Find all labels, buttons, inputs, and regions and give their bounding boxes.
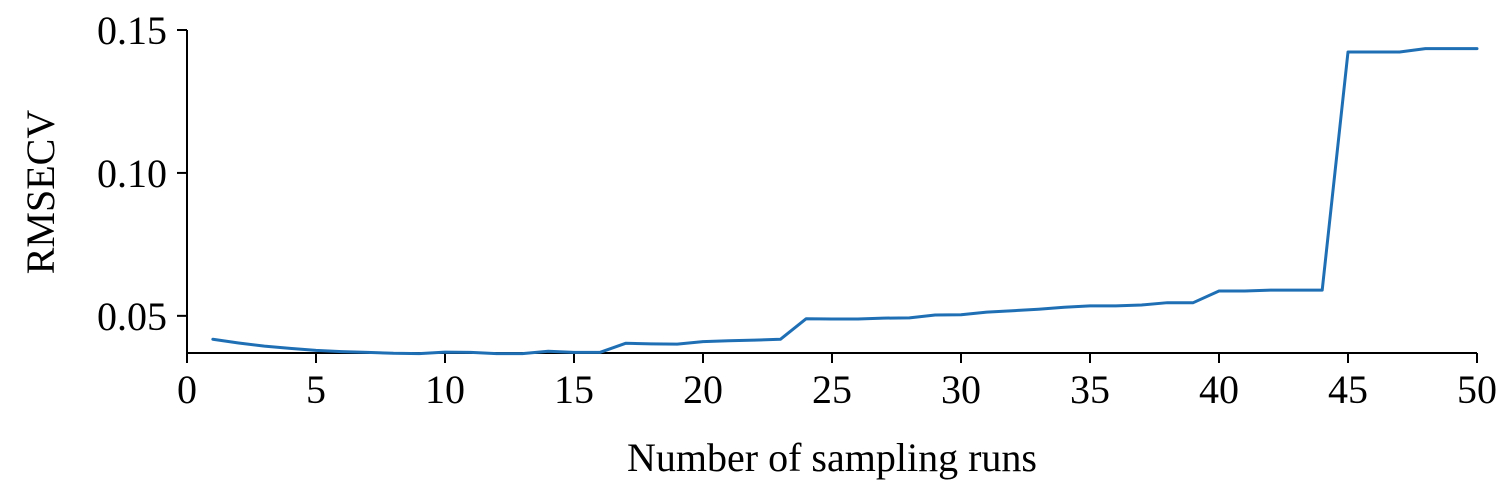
data-point xyxy=(856,317,859,320)
x-tick-label: 35 xyxy=(1070,367,1110,412)
data-point xyxy=(1166,301,1169,304)
data-point xyxy=(727,339,730,342)
data-point xyxy=(1218,289,1221,292)
x-tick-label: 25 xyxy=(812,367,852,412)
data-point xyxy=(908,316,911,319)
y-axis-title: RMSECV xyxy=(18,110,63,275)
axes xyxy=(177,29,1478,363)
data-point xyxy=(547,350,550,353)
data-point xyxy=(418,352,421,355)
x-tick-label: 50 xyxy=(1457,367,1497,412)
data-point xyxy=(960,313,963,316)
data-point xyxy=(340,350,343,353)
series-line xyxy=(211,47,1479,356)
data-point xyxy=(598,351,601,354)
data-point xyxy=(934,313,937,316)
data-point xyxy=(985,311,988,314)
x-tick-label: 40 xyxy=(1199,367,1239,412)
x-tick-label: 20 xyxy=(683,367,723,412)
data-point xyxy=(444,351,447,354)
data-point xyxy=(831,317,834,320)
data-point xyxy=(1037,308,1040,311)
data-point xyxy=(1424,47,1427,50)
data-point xyxy=(805,317,808,320)
data-point xyxy=(263,345,266,348)
x-axis-title: Number of sampling runs xyxy=(627,435,1037,480)
data-point xyxy=(469,351,472,354)
data-point xyxy=(1063,306,1066,309)
data-point xyxy=(1476,47,1479,50)
x-tick-label: 5 xyxy=(306,367,326,412)
data-point xyxy=(1269,289,1272,292)
x-tick-label: 30 xyxy=(941,367,981,412)
data-point xyxy=(1372,51,1375,54)
data-point xyxy=(1243,289,1246,292)
data-point xyxy=(392,352,395,355)
x-tick-label: 0 xyxy=(177,367,197,412)
data-point xyxy=(1450,47,1453,50)
data-point xyxy=(366,351,369,354)
data-point xyxy=(1295,289,1298,292)
data-point xyxy=(676,343,679,346)
series-layer xyxy=(211,47,1479,356)
data-point xyxy=(521,352,524,355)
y-tick-label: 0.10 xyxy=(97,151,167,196)
data-point xyxy=(753,339,756,342)
data-point xyxy=(1321,289,1324,292)
data-point xyxy=(1140,303,1143,306)
data-point xyxy=(1192,301,1195,304)
data-point xyxy=(1089,304,1092,307)
x-tick-label: 10 xyxy=(425,367,465,412)
data-point xyxy=(702,340,705,343)
data-point xyxy=(1347,51,1350,54)
data-point xyxy=(495,352,498,355)
data-point xyxy=(315,349,318,352)
data-point xyxy=(237,341,240,344)
y-tick-label: 0.05 xyxy=(97,294,167,339)
data-point xyxy=(779,338,782,341)
data-point xyxy=(624,342,627,345)
data-point xyxy=(1011,309,1014,312)
y-tick-label: 0.15 xyxy=(97,8,167,53)
x-tick-label: 15 xyxy=(554,367,594,412)
axis-labels: 0 5 10 15 20 25 30 35 40 45 50 0.05 0.10 0.15 xyxy=(97,8,1497,412)
data-point xyxy=(882,317,885,320)
data-point xyxy=(211,338,214,341)
data-point xyxy=(650,342,653,345)
data-point xyxy=(1398,51,1401,54)
x-tick-label: 45 xyxy=(1328,367,1368,412)
data-point xyxy=(289,347,292,350)
data-point xyxy=(1114,304,1117,307)
data-point xyxy=(573,351,576,354)
